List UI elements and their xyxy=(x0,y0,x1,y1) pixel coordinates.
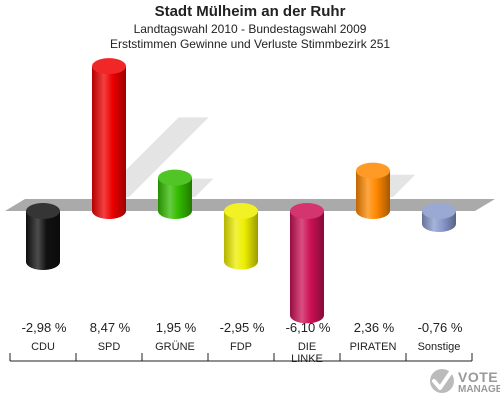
bar-bottom-cap xyxy=(26,253,60,270)
category-label: CDU xyxy=(31,341,55,353)
bar-bottom-cap xyxy=(224,253,258,270)
value-label: -2,98 % xyxy=(22,320,67,335)
value-label: -6,10 % xyxy=(286,320,331,335)
bar-top-cap xyxy=(356,162,390,179)
bar-top-cap xyxy=(92,58,126,75)
chart-subtitle-election: Landtagswahl 2010 - Bundestagswahl 2009 xyxy=(133,22,367,36)
bar-cdu xyxy=(26,203,60,270)
value-label: -2,95 % xyxy=(220,320,265,335)
bar-top-cap xyxy=(290,203,324,219)
bar-body xyxy=(26,211,60,262)
category-label: PIRATEN xyxy=(350,341,397,353)
vote-manager-logo: VOTE MANAGER xyxy=(428,366,500,400)
category-label: FDP xyxy=(230,341,252,353)
bar-grüne xyxy=(158,169,192,219)
bar-top-cap xyxy=(26,203,60,219)
category-label: Sonstige xyxy=(418,341,461,353)
bar-spd xyxy=(92,58,126,219)
bar-bottom-cap xyxy=(290,307,324,324)
bar-fdp xyxy=(224,203,258,270)
category-label: LINKE xyxy=(291,353,323,365)
bar-bottom-cap xyxy=(422,215,456,232)
value-label: 1,95 % xyxy=(156,320,197,335)
bar-bottom-cap xyxy=(356,203,390,219)
logo-text-vote: VOTE xyxy=(458,369,499,385)
category-label: GRÜNE xyxy=(155,341,195,353)
checkmark-icon xyxy=(430,369,454,393)
bar-shadow xyxy=(99,117,209,197)
bar-sonstige xyxy=(422,203,456,232)
bar-bottom-cap xyxy=(158,203,192,219)
chart-subtitle-description: Erststimmen Gewinne und Verluste Stimmbe… xyxy=(109,37,391,51)
bar-body xyxy=(224,211,258,262)
category-label: SPD xyxy=(98,341,121,353)
category-label: DIE xyxy=(298,341,316,353)
bar-top-cap xyxy=(158,169,192,186)
bar-bottom-cap xyxy=(92,203,126,219)
bar-piraten xyxy=(356,162,390,219)
logo-text-manager: MANAGER xyxy=(458,384,500,395)
value-label: 2,36 % xyxy=(354,320,395,335)
bar-die-linke xyxy=(290,203,324,324)
value-label: 8,47 % xyxy=(90,320,131,335)
bar-top-cap xyxy=(224,203,258,219)
value-label: -0,76 % xyxy=(418,320,463,335)
chart-title: Stadt Mülheim an der Ruhr xyxy=(154,3,346,20)
bar-body xyxy=(290,211,324,316)
bar-body xyxy=(92,66,126,212)
bar-top-cap xyxy=(422,203,456,219)
